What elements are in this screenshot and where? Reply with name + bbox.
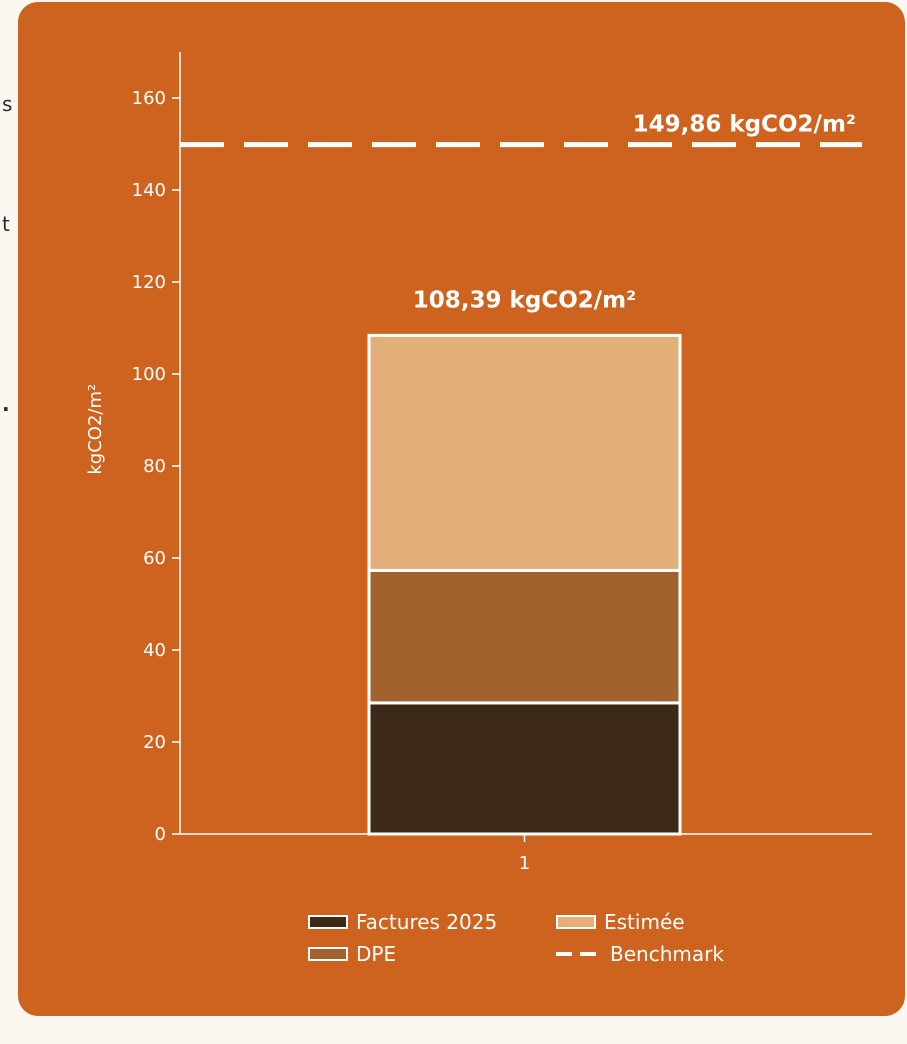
legend-item-benchmark: Benchmark [556,940,756,968]
y-tick-label: 0 [155,824,166,845]
y-tick-label: 60 [143,548,166,569]
legend: Factures 2025 Estimée DPE Benchmark [308,908,756,968]
legend-item-estimee: Estimée [556,908,756,936]
bar-segment-estimee [367,333,682,572]
legend-swatch-factures [308,915,348,929]
background-text-fragment: . [2,392,10,416]
stacked-bar-chart: 0 20 40 60 80 100 120 140 160 kgCO2/m² 1 108,39 kgC… [85,52,872,874]
bar-segment-dpe [367,568,682,705]
y-tick-label: 80 [143,456,166,477]
y-tick-label: 140 [132,180,166,201]
legend-label-benchmark: Benchmark [610,942,724,966]
y-tick-label: 100 [132,364,166,385]
legend-swatch-dpe [308,947,348,961]
x-tick-label: 1 [519,853,530,874]
legend-label-estimee: Estimée [604,910,685,934]
legend-swatch-estimee [556,915,596,929]
benchmark-label: 149,86 kgCO2/m² [633,112,856,138]
y-tick-label: 120 [132,272,166,293]
y-tick-label: 160 [132,88,166,109]
bar-total-label: 108,39 kgCO2/m² [413,287,636,313]
y-tick-label: 40 [143,640,166,661]
y-tick-label: 20 [143,732,166,753]
legend-item-factures: Factures 2025 [308,908,556,936]
legend-label-factures: Factures 2025 [356,910,498,934]
y-axis-title: kgCO2/m² [85,384,106,475]
legend-label-dpe: DPE [356,942,397,966]
chart-card: 0 20 40 60 80 100 120 140 160 kgCO2/m² 1 108,39 kgC… [18,2,905,1016]
bar-segment-factures [367,701,682,836]
background-text-fragment: t [2,212,10,236]
legend-swatch-benchmark [556,947,600,961]
legend-item-dpe: DPE [308,940,556,968]
background-text-fragment: s [2,92,13,116]
